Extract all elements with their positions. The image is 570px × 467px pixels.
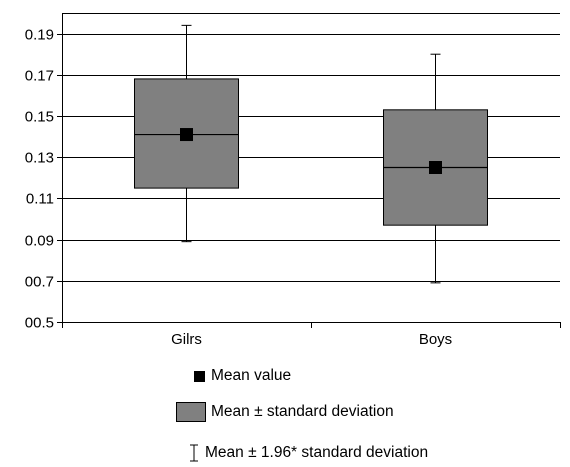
legend-label-mean: Mean value: [211, 367, 292, 384]
y-tick-label: 0.13: [25, 150, 54, 167]
axes: [57, 13, 561, 328]
box-plot-chart: 00.5 00.7 0.09 0.11 0.13 0.15 0.17 0.19 Gilrs Bo…: [25, 13, 561, 348]
whisker-icon: [188, 444, 200, 462]
y-tick-label: 0.17: [25, 68, 54, 85]
mean-marker: [429, 161, 442, 174]
legend-label-196sd: Mean ± 1.96* standard deviation: [205, 444, 429, 461]
y-tick-label: 0.09: [25, 233, 54, 250]
box-group-gilrs: [134, 24, 239, 243]
x-category-label: Boys: [419, 331, 452, 348]
x-category-label: Gilrs: [171, 331, 202, 348]
x-axis-category-labels: Gilrs Boys: [171, 331, 452, 348]
y-tick-label: 0.15: [25, 109, 54, 126]
y-tick-label: 0.19: [25, 27, 54, 44]
mean-marker: [180, 128, 193, 142]
y-axis-tick-labels: 00.5 00.7 0.09 0.11 0.13 0.15 0.17 0.19: [25, 27, 54, 332]
y-tick-label: 0.11: [26, 191, 54, 208]
y-tick-label: 00.5: [25, 315, 54, 332]
legend-label-sd: Mean ± standard deviation: [211, 403, 394, 420]
box-group-boys: [383, 53, 488, 284]
mean-marker-icon: [194, 370, 205, 382]
boxes: [134, 24, 488, 284]
box-swatch-icon: [176, 402, 206, 422]
legend-item-sd: Mean ± standard deviation: [176, 402, 394, 422]
legend-item-mean: Mean value: [176, 366, 291, 386]
y-tick-label: 00.7: [25, 274, 54, 291]
legend-item-196sd: Mean ± 1.96* standard deviation: [176, 443, 428, 463]
